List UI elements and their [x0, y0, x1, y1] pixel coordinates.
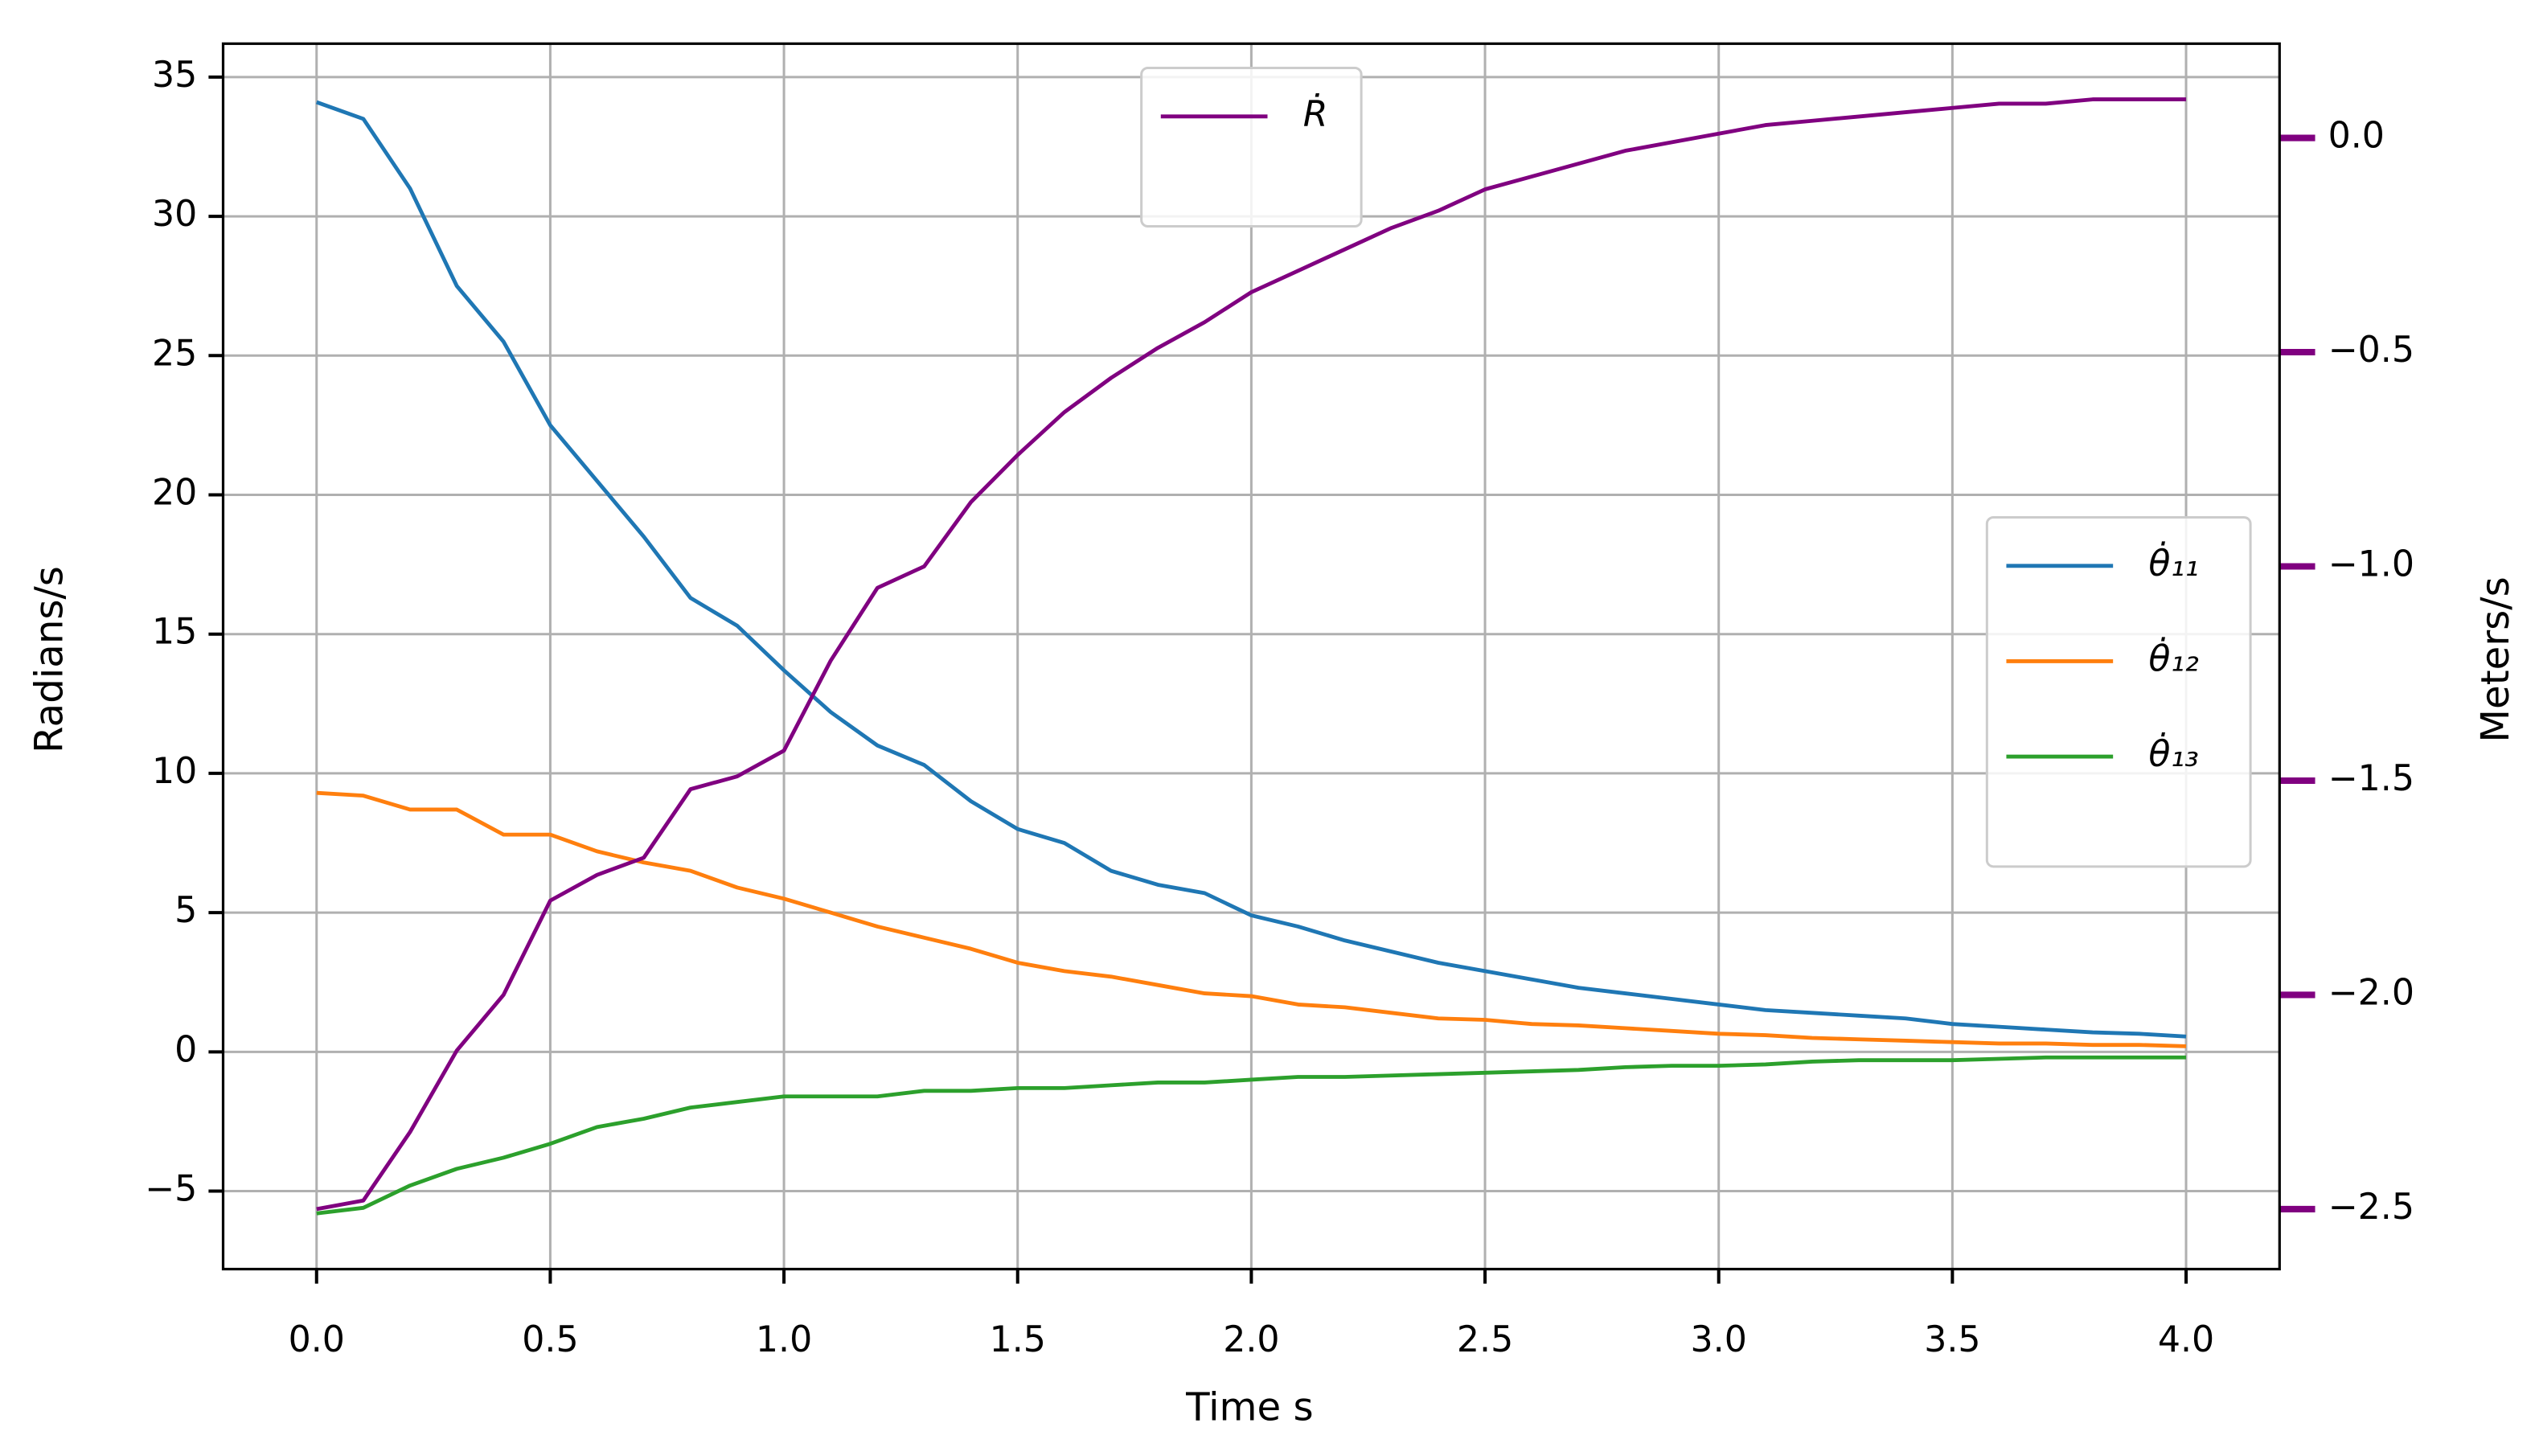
plot-frame [221, 42, 2281, 1271]
y-tick-label: 15 [152, 612, 197, 653]
x-tick-label: 0.5 [522, 1319, 578, 1360]
x-axis-label: Time s [1185, 1384, 1314, 1429]
y-tick-label: 0 [174, 1029, 197, 1070]
y2-axis-label: Meters/s [2473, 576, 2518, 742]
x-tick-label: 1.0 [756, 1319, 812, 1360]
y-tick-label: 25 [152, 333, 197, 374]
line-series [316, 790, 2187, 1048]
y2-tick-label: −1.0 [2328, 544, 2414, 585]
y2-tick-label: 0.0 [2328, 116, 2385, 157]
y2-tick-label: −2.5 [2328, 1187, 2414, 1228]
x-tick-label: 3.0 [1691, 1319, 1747, 1360]
y-tick-label: 30 [152, 194, 197, 235]
y-tick-label: 20 [152, 473, 197, 514]
legend-label: θ̇₁₂ [2148, 636, 2199, 679]
legend-label: θ̇₁₃ [2148, 732, 2199, 775]
x-tick-label: 0.0 [289, 1319, 345, 1360]
y-axis-label: Radians/s [27, 566, 72, 753]
x-tick-label: 1.5 [990, 1319, 1046, 1360]
y2-tick-label: −1.5 [2328, 758, 2414, 799]
x-tick-label: 4.0 [2158, 1319, 2214, 1360]
y2-tick-label: −0.5 [2328, 330, 2414, 371]
legend-box [1985, 515, 2252, 868]
legend-box [1140, 66, 1363, 228]
y2-tick-label: −2.0 [2328, 972, 2414, 1013]
y-tick-label: 5 [174, 890, 197, 931]
legend-label: θ̇₁₁ [2148, 541, 2199, 584]
line-series [315, 100, 2187, 1039]
x-tick-label: 2.5 [1457, 1319, 1513, 1360]
y-tick-label: 35 [152, 55, 197, 96]
line-series [316, 1055, 2187, 1216]
y-tick-label: −5 [145, 1169, 197, 1210]
x-tick-label: 2.0 [1223, 1319, 1279, 1360]
legend-label: Ṙ [1303, 93, 1328, 135]
y-tick-label: 10 [152, 751, 197, 792]
x-tick-label: 3.5 [1924, 1319, 1980, 1360]
line-series [316, 97, 2187, 1212]
